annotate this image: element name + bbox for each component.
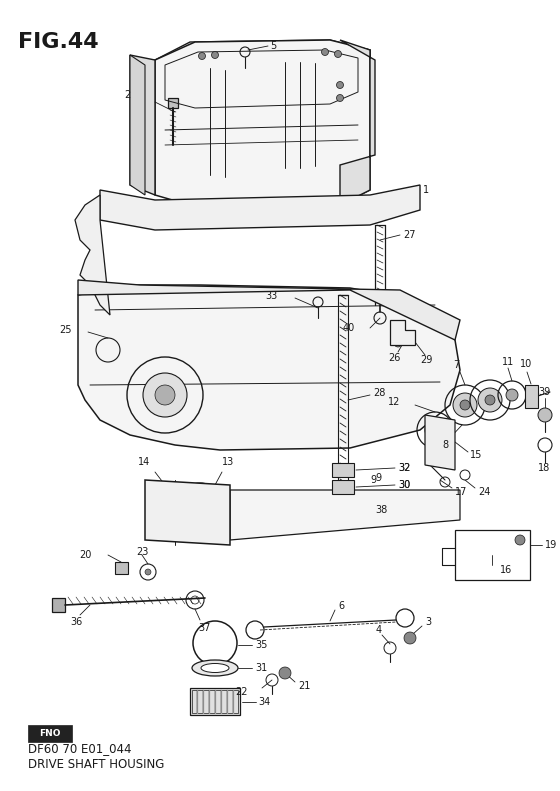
Text: 1: 1 xyxy=(423,185,429,195)
Text: 16: 16 xyxy=(500,565,512,575)
Circle shape xyxy=(394,339,402,347)
Polygon shape xyxy=(155,40,370,115)
Text: 15: 15 xyxy=(470,450,482,460)
Text: 21: 21 xyxy=(298,681,310,691)
Text: 17: 17 xyxy=(455,487,468,497)
Text: 9: 9 xyxy=(375,473,381,483)
Text: 32: 32 xyxy=(398,463,410,473)
Text: 13: 13 xyxy=(222,457,234,467)
Polygon shape xyxy=(332,463,354,477)
Ellipse shape xyxy=(201,664,229,672)
Text: 31: 31 xyxy=(255,663,267,673)
Text: 20: 20 xyxy=(80,550,92,560)
Polygon shape xyxy=(78,280,460,340)
Text: 39: 39 xyxy=(538,387,550,397)
Circle shape xyxy=(193,501,207,515)
Polygon shape xyxy=(78,285,460,450)
Circle shape xyxy=(321,48,329,55)
Circle shape xyxy=(158,484,166,492)
Text: 32: 32 xyxy=(398,463,410,473)
Text: 23: 23 xyxy=(136,547,148,557)
Text: 34: 34 xyxy=(258,697,270,707)
Text: 7: 7 xyxy=(453,360,459,370)
Text: DF60 70 E01_044: DF60 70 E01_044 xyxy=(28,742,132,755)
Circle shape xyxy=(506,389,518,401)
Polygon shape xyxy=(425,415,455,470)
Text: DRIVE SHAFT HOUSING: DRIVE SHAFT HOUSING xyxy=(28,758,165,771)
Ellipse shape xyxy=(192,660,238,676)
Circle shape xyxy=(155,385,175,405)
Polygon shape xyxy=(525,385,538,408)
Text: 12: 12 xyxy=(388,397,400,407)
Circle shape xyxy=(198,52,206,59)
Circle shape xyxy=(538,408,552,422)
Circle shape xyxy=(143,373,187,417)
Polygon shape xyxy=(130,55,155,195)
Circle shape xyxy=(279,667,291,679)
Text: 24: 24 xyxy=(478,487,491,497)
Polygon shape xyxy=(52,598,65,612)
Text: 6: 6 xyxy=(338,601,344,611)
Polygon shape xyxy=(155,40,370,208)
Polygon shape xyxy=(168,98,178,108)
Text: 2: 2 xyxy=(124,90,130,100)
Text: 30: 30 xyxy=(398,480,410,490)
Text: 28: 28 xyxy=(373,388,385,398)
Text: 35: 35 xyxy=(255,640,267,650)
Polygon shape xyxy=(390,320,415,345)
Polygon shape xyxy=(190,688,240,715)
Polygon shape xyxy=(340,40,375,205)
Text: 37: 37 xyxy=(198,623,211,633)
Text: 22: 22 xyxy=(236,687,248,697)
Circle shape xyxy=(145,569,151,575)
Text: 27: 27 xyxy=(403,230,416,240)
Polygon shape xyxy=(145,480,230,545)
Circle shape xyxy=(485,395,495,405)
Circle shape xyxy=(337,94,343,101)
Text: 5: 5 xyxy=(270,41,276,51)
Polygon shape xyxy=(100,185,420,230)
Circle shape xyxy=(337,81,343,89)
Polygon shape xyxy=(332,480,354,494)
Circle shape xyxy=(212,51,218,59)
Text: 11: 11 xyxy=(502,357,514,367)
Text: 25: 25 xyxy=(59,325,72,335)
Circle shape xyxy=(478,388,502,412)
Text: 26: 26 xyxy=(388,353,400,363)
Circle shape xyxy=(185,493,215,523)
Text: 3: 3 xyxy=(425,617,431,627)
Circle shape xyxy=(334,51,342,58)
Circle shape xyxy=(453,393,477,417)
Polygon shape xyxy=(75,195,110,315)
Text: 36: 36 xyxy=(70,617,82,627)
Circle shape xyxy=(404,632,416,644)
Polygon shape xyxy=(130,55,145,195)
Text: 30: 30 xyxy=(398,480,410,490)
Text: 8: 8 xyxy=(442,440,448,450)
Text: 29: 29 xyxy=(420,355,432,365)
Polygon shape xyxy=(28,725,72,742)
Text: FIG.44: FIG.44 xyxy=(18,32,99,52)
Circle shape xyxy=(158,530,166,538)
Polygon shape xyxy=(115,562,128,574)
Text: 9: 9 xyxy=(370,475,376,485)
Text: 33: 33 xyxy=(266,291,278,301)
Text: 40: 40 xyxy=(343,323,355,333)
Text: 14: 14 xyxy=(138,457,150,467)
Text: 4: 4 xyxy=(376,625,382,635)
Text: 19: 19 xyxy=(545,540,557,550)
Circle shape xyxy=(515,535,525,545)
Circle shape xyxy=(460,400,470,410)
Text: 38: 38 xyxy=(375,505,388,515)
Text: 10: 10 xyxy=(520,359,532,369)
Text: 18: 18 xyxy=(538,463,550,473)
Polygon shape xyxy=(230,490,460,540)
Text: FNO: FNO xyxy=(39,729,60,737)
Circle shape xyxy=(425,420,445,440)
